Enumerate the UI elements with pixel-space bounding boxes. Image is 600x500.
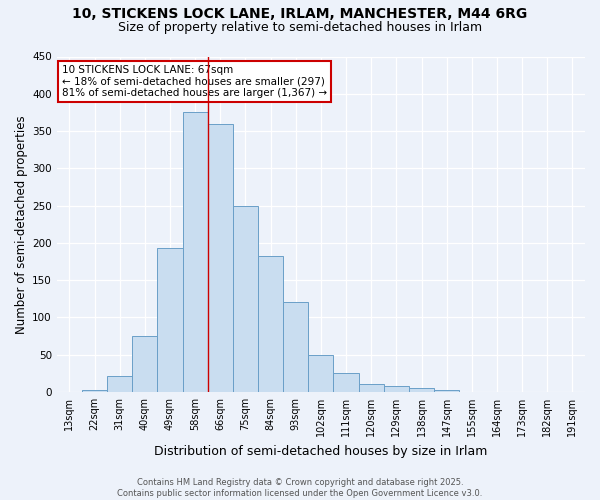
Bar xyxy=(283,302,308,392)
Bar xyxy=(308,354,334,392)
Text: 10, STICKENS LOCK LANE, IRLAM, MANCHESTER, M44 6RG: 10, STICKENS LOCK LANE, IRLAM, MANCHESTE… xyxy=(73,8,527,22)
Bar xyxy=(208,124,233,392)
Bar xyxy=(409,388,434,392)
Bar xyxy=(107,376,132,392)
Bar xyxy=(334,374,359,392)
Bar xyxy=(258,256,283,392)
Bar xyxy=(82,390,107,392)
Bar xyxy=(233,206,258,392)
Text: Size of property relative to semi-detached houses in Irlam: Size of property relative to semi-detach… xyxy=(118,21,482,34)
Bar xyxy=(384,386,409,392)
Bar xyxy=(359,384,384,392)
Bar xyxy=(132,336,157,392)
Bar xyxy=(434,390,459,392)
Bar xyxy=(157,248,182,392)
X-axis label: Distribution of semi-detached houses by size in Irlam: Distribution of semi-detached houses by … xyxy=(154,444,488,458)
Text: 10 STICKENS LOCK LANE: 67sqm
← 18% of semi-detached houses are smaller (297)
81%: 10 STICKENS LOCK LANE: 67sqm ← 18% of se… xyxy=(62,65,327,98)
Y-axis label: Number of semi-detached properties: Number of semi-detached properties xyxy=(15,115,28,334)
Text: Contains HM Land Registry data © Crown copyright and database right 2025.
Contai: Contains HM Land Registry data © Crown c… xyxy=(118,478,482,498)
Bar xyxy=(182,112,208,392)
